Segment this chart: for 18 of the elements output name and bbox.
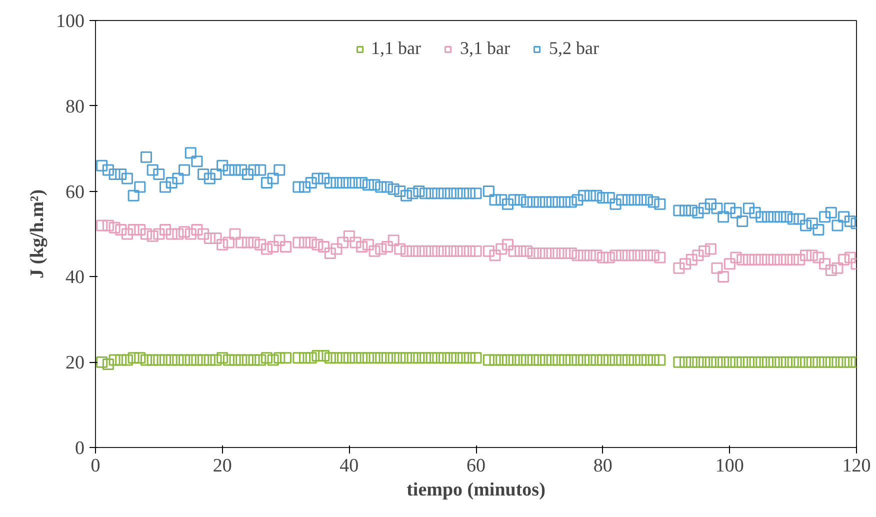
x-tick-label: 120	[842, 456, 871, 476]
y-tick-label: 100	[56, 11, 84, 32]
x-tick-label: 40	[340, 456, 359, 476]
x-tick-label: 80	[593, 456, 612, 476]
x-axis-title: tiempo (minutos)	[406, 480, 546, 500]
legend-label: 3,1 bar	[460, 38, 510, 59]
x-tick-label: 0	[90, 456, 100, 476]
legend-label: 1,1 bar	[371, 38, 422, 59]
y-tick-label: 60	[66, 182, 84, 203]
x-tick-label: 100	[715, 456, 744, 476]
y-tick-label: 80	[66, 96, 84, 118]
legend-label: 5,2 bar	[548, 38, 599, 59]
y-axis-title: J (kg/h.m²)	[27, 189, 48, 279]
y-tick-label: 0	[75, 438, 84, 459]
x-tick-label: 60	[466, 456, 486, 476]
y-tick-label: 40	[66, 267, 84, 288]
y-tick-label: 20	[66, 352, 84, 374]
x-tick-label: 20	[212, 456, 232, 476]
